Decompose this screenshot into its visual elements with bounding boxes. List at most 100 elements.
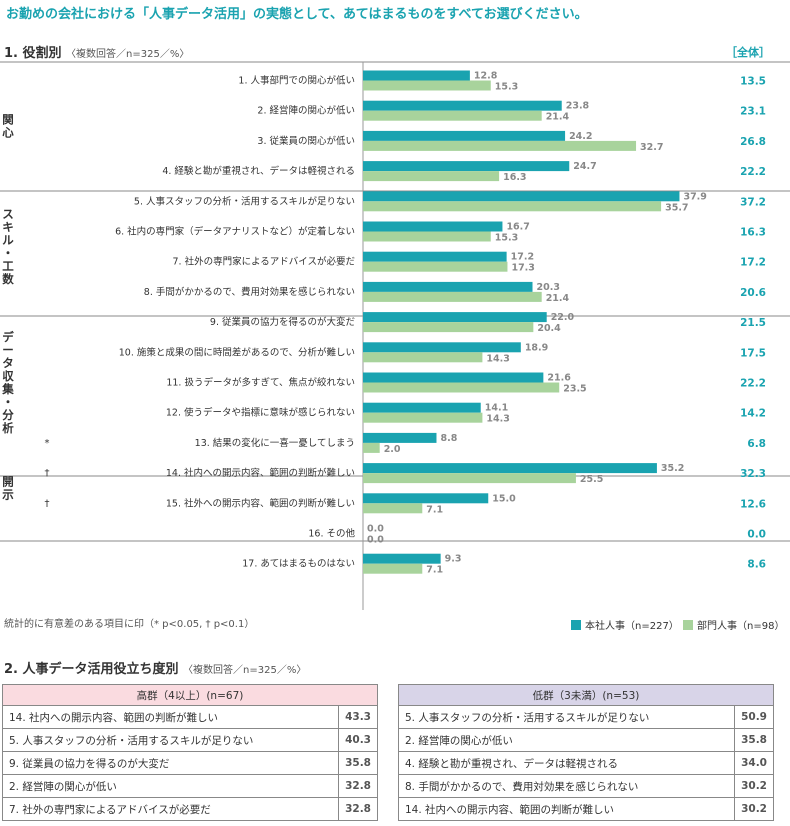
bar-hq-value: 24.7 (573, 161, 596, 172)
row-value: 35.8 (734, 728, 774, 752)
category-label: 10. 施策と成果の間に時間差があるので、分析が難しい (119, 346, 355, 358)
bar-dept-value: 14.3 (486, 414, 509, 425)
bar-dept-value: 14.3 (486, 353, 509, 364)
row-value: 34.0 (734, 751, 774, 775)
total-value: 21.5 (740, 317, 766, 329)
total-value: 17.5 (740, 347, 766, 359)
category-label: 13. 結果の変化に一喜一憂してしまう (195, 437, 355, 449)
group-label-char: タ (2, 356, 14, 370)
section2-title-text: 2. 人事データ活用役立ち度別 (4, 662, 179, 677)
high-group-table: 高群（4以上）(n=67) 14. 社内への開示内容、範囲の判断が難しい 43.3… (1, 684, 378, 821)
row-label: 5. 人事スタッフの分析・活用するスキルが足りない (1, 728, 340, 752)
section2-title: 2. 人事データ活用役立ち度別 〈複数回答／n=325／%〉 (4, 658, 306, 677)
bar-hq (363, 161, 570, 172)
row-label: 4. 経験と勘が重視され、データは軽視される (397, 751, 736, 775)
group-label-char: 示 (1, 488, 14, 502)
total-value: 22.2 (740, 166, 766, 178)
category-label: 5. 人事スタッフの分析・活用するスキルが足りない (134, 195, 355, 207)
bar-hq-value: 17.2 (511, 252, 534, 263)
group-label-char: 関 (2, 112, 14, 126)
total-column-header: ［全体］ (726, 46, 770, 59)
total-value: 20.6 (740, 287, 766, 299)
bar-dept (363, 352, 483, 363)
bar-dept (363, 291, 542, 302)
bar-dept-value: 7.1 (426, 565, 443, 576)
group-label-char: ・ (2, 246, 14, 260)
group-label-char: 開 (2, 475, 14, 489)
total-value: 32.3 (740, 468, 766, 480)
bar-hq-value: 37.9 (683, 191, 706, 202)
group-label-char: ス (2, 207, 14, 221)
bar-dept (363, 412, 483, 423)
group-label-char: ル (2, 233, 14, 247)
page-title: お勤めの会社における「人事データ活用」の実態として、あてはまるものをすべてお選び… (6, 7, 588, 22)
row-label: 14. 社内への開示内容、範囲の判断が難しい (397, 797, 736, 821)
total-value: 8.6 (747, 559, 766, 571)
legend-hq: 本社人事（n=227） (571, 617, 679, 632)
row-label: 2. 経営陣の関心が低い (397, 728, 736, 752)
bar-hq (363, 100, 562, 111)
bar-dept-value: 25.5 (580, 474, 603, 485)
bar-dept (363, 110, 542, 121)
group-label-char: デ (2, 330, 14, 344)
category-label: 12. 使うデータや指標に意味が感じられない (166, 407, 355, 419)
bar-hq (363, 221, 503, 232)
category-label: 15. 社外への開示内容、範囲の判断が難しい (166, 497, 355, 509)
row-value: 32.8 (338, 774, 378, 798)
bar-hq (363, 553, 441, 564)
row-value: 40.3 (338, 728, 378, 752)
bar-dept-value: 2.0 (384, 444, 401, 455)
bar-hq (363, 493, 489, 504)
category-label: 17. あてはまるものはない (242, 559, 355, 570)
total-value: 26.8 (740, 136, 766, 148)
bar-dept (363, 322, 534, 333)
group-label-char: 分 (2, 408, 14, 422)
group-label-char: ー (2, 343, 14, 357)
group-label-char: 数 (2, 272, 14, 286)
category-label: 2. 経営陣の関心が低い (257, 105, 355, 117)
bar-hq-value: 20.3 (537, 282, 560, 293)
bar-hq-value: 14.1 (485, 403, 508, 414)
group-label-char: 集 (1, 382, 14, 396)
total-value: 23.1 (740, 106, 766, 118)
category-label: 4. 経験と勘が重視され、データは軽視される (162, 165, 355, 177)
total-value: 37.2 (740, 196, 766, 208)
bar-dept (363, 140, 637, 151)
total-value: 22.2 (740, 378, 766, 390)
row-label: 9. 従業員の協力を得るのが大変だ (1, 751, 340, 775)
bar-hq (363, 281, 533, 292)
row-value: 30.2 (734, 774, 774, 798)
bar-hq (363, 130, 566, 141)
bar-dept (363, 563, 423, 574)
low-group-header: 低群（3未満）(n=53) (398, 684, 774, 706)
bar-dept (363, 442, 380, 453)
legend-hq-label: 本社人事（n=227） (585, 621, 679, 632)
high-group-header: 高群（4以上）(n=67) (2, 684, 378, 706)
bar-dept-value: 23.5 (563, 384, 586, 395)
table-row: 5. 人事スタッフの分析・活用するスキルが足りない 50.9 (397, 705, 774, 729)
table-row: 7. 社外の専門家によるアドバイスが必要だ 32.8 (1, 797, 378, 821)
bar-hq (363, 70, 470, 81)
bar-dept (363, 171, 500, 182)
bar-hq-value: 22.0 (551, 312, 575, 323)
section2-subtitle: 〈複数回答／n=325／%〉 (183, 665, 307, 676)
bar-hq-value: 12.8 (474, 71, 498, 82)
table-row: 14. 社内への開示内容、範囲の判断が難しい 43.3 (1, 705, 378, 729)
bar-hq (363, 402, 481, 413)
legend-dept-label: 部門人事（n=98） (697, 621, 785, 632)
bar-hq-value: 0.0 (367, 524, 384, 535)
bar-hq-value: 24.2 (569, 131, 592, 142)
legend-dept-swatch (683, 620, 693, 630)
bar-dept (363, 231, 491, 242)
bar-hq (363, 432, 437, 443)
bar-dept-value: 21.4 (546, 112, 570, 123)
bar-hq-value: 23.8 (566, 101, 590, 112)
table-row: 2. 経営陣の関心が低い 32.8 (1, 774, 378, 798)
total-value: 13.5 (740, 76, 766, 88)
total-value: 14.2 (740, 408, 766, 420)
bar-dept (363, 382, 560, 393)
category-label: 1. 人事部門での関心が低い (238, 75, 355, 87)
table-row: 8. 手間がかかるので、費用対効果を感じられない 30.2 (397, 774, 774, 798)
table-row: 2. 経営陣の関心が低い 35.8 (397, 728, 774, 752)
table-row: 9. 従業員の協力を得るのが大変だ 35.8 (1, 751, 378, 775)
